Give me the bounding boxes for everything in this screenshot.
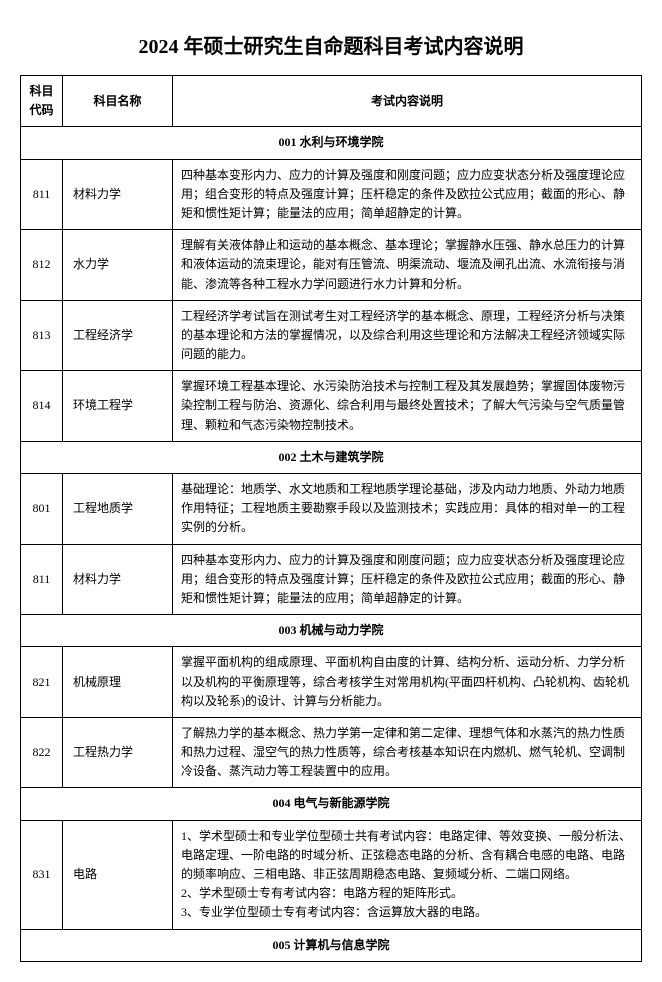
- subject-name: 机械原理: [63, 647, 173, 718]
- subject-name: 工程地质学: [63, 474, 173, 545]
- table-row: 811材料力学四种基本变形内力、应力的计算及强度和刚度问题；应力应变状态分析及强…: [21, 544, 642, 615]
- subject-desc: 四种基本变形内力、应力的计算及强度和刚度问题；应力应变状态分析及强度理论应用；组…: [173, 544, 642, 615]
- subject-code: 811: [21, 544, 63, 615]
- table-row: 813工程经济学工程经济学考试旨在测试考生对工程经济学的基本概念、原理，工程经济…: [21, 300, 642, 371]
- section-header: 005 计算机与信息学院: [21, 929, 642, 961]
- subject-code: 812: [21, 230, 63, 301]
- subject-desc: 基础理论：地质学、水文地质和工程地质学理论基础，涉及内动力地质、外动力地质作用特…: [173, 474, 642, 545]
- subject-desc: 四种基本变形内力、应力的计算及强度和刚度问题；应力应变状态分析及强度理论应用；组…: [173, 159, 642, 230]
- subject-desc: 工程经济学考试旨在测试考生对工程经济学的基本概念、原理，工程经济分析与决策的基本…: [173, 300, 642, 371]
- subject-desc: 了解热力学的基本概念、热力学第一定律和第二定律、理想气体和水蒸汽的热力性质和热力…: [173, 717, 642, 788]
- section-label: 002 土木与建筑学院: [21, 441, 642, 473]
- section-label: 005 计算机与信息学院: [21, 929, 642, 961]
- section-label: 001 水利与环境学院: [21, 127, 642, 159]
- subject-name: 工程经济学: [63, 300, 173, 371]
- subject-name: 材料力学: [63, 544, 173, 615]
- subject-name: 电路: [63, 820, 173, 929]
- section-header: 001 水利与环境学院: [21, 127, 642, 159]
- section-header: 003 机械与动力学院: [21, 615, 642, 647]
- subject-table: 科目代码 科目名称 考试内容说明 001 水利与环境学院811材料力学四种基本变…: [20, 75, 642, 962]
- section-label: 003 机械与动力学院: [21, 615, 642, 647]
- subject-code: 821: [21, 647, 63, 718]
- page-title: 2024 年硕士研究生自命题科目考试内容说明: [20, 30, 642, 59]
- header-name: 科目名称: [63, 76, 173, 127]
- table-row: 822工程热力学了解热力学的基本概念、热力学第一定律和第二定律、理想气体和水蒸汽…: [21, 717, 642, 788]
- subject-name: 水力学: [63, 230, 173, 301]
- section-label: 004 电气与新能源学院: [21, 788, 642, 820]
- subject-desc: 1、学术型硕士和专业学位型硕士共有考试内容：电路定律、等效变换、一般分析法、电路…: [173, 820, 642, 929]
- subject-code: 811: [21, 159, 63, 230]
- subject-code: 813: [21, 300, 63, 371]
- header-row: 科目代码 科目名称 考试内容说明: [21, 76, 642, 127]
- subject-name: 工程热力学: [63, 717, 173, 788]
- subject-code: 814: [21, 371, 63, 442]
- subject-code: 831: [21, 820, 63, 929]
- table-row: 812水力学理解有关液体静止和运动的基本概念、基本理论；掌握静水压强、静水总压力…: [21, 230, 642, 301]
- header-code: 科目代码: [21, 76, 63, 127]
- subject-name: 材料力学: [63, 159, 173, 230]
- subject-code: 822: [21, 717, 63, 788]
- table-row: 811材料力学四种基本变形内力、应力的计算及强度和刚度问题；应力应变状态分析及强…: [21, 159, 642, 230]
- table-row: 801工程地质学基础理论：地质学、水文地质和工程地质学理论基础，涉及内动力地质、…: [21, 474, 642, 545]
- section-header: 004 电气与新能源学院: [21, 788, 642, 820]
- table-row: 821机械原理掌握平面机构的组成原理、平面机构自由度的计算、结构分析、运动分析、…: [21, 647, 642, 718]
- header-desc: 考试内容说明: [173, 76, 642, 127]
- subject-code: 801: [21, 474, 63, 545]
- section-header: 002 土木与建筑学院: [21, 441, 642, 473]
- subject-desc: 理解有关液体静止和运动的基本概念、基本理论；掌握静水压强、静水总压力的计算和液体…: [173, 230, 642, 301]
- subject-desc: 掌握平面机构的组成原理、平面机构自由度的计算、结构分析、运动分析、力学分析以及机…: [173, 647, 642, 718]
- table-row: 814环境工程学掌握环境工程基本理论、水污染防治技术与控制工程及其发展趋势；掌握…: [21, 371, 642, 442]
- table-row: 831电路1、学术型硕士和专业学位型硕士共有考试内容：电路定律、等效变换、一般分…: [21, 820, 642, 929]
- subject-name: 环境工程学: [63, 371, 173, 442]
- subject-desc: 掌握环境工程基本理论、水污染防治技术与控制工程及其发展趋势；掌握固体废物污染控制…: [173, 371, 642, 442]
